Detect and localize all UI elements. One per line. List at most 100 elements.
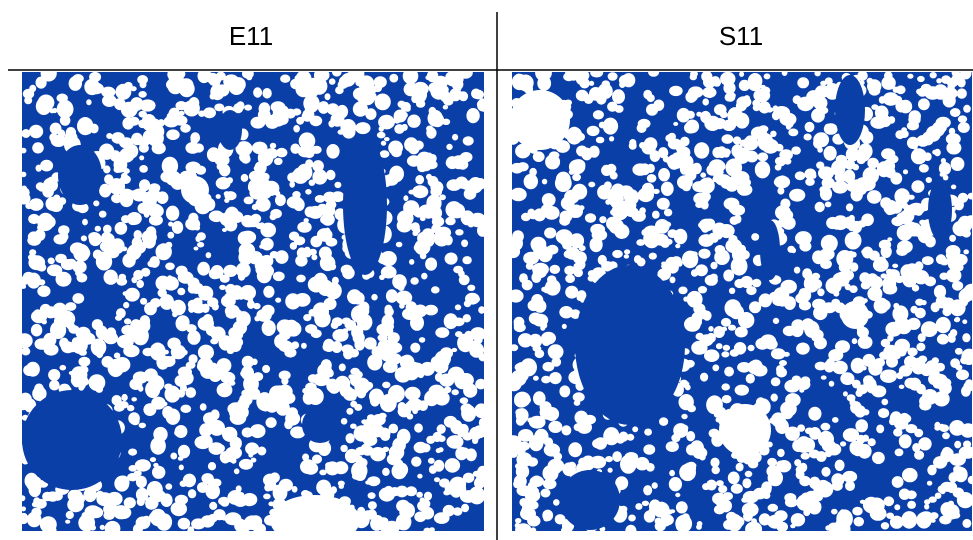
texture-shape [672,165,678,170]
texture-shape [625,525,636,537]
texture-shape [139,144,149,153]
texture-shape [304,218,309,223]
texture-shape [428,83,437,93]
texture-shape [955,348,963,355]
texture-shape [691,269,698,277]
texture-shape [397,210,414,226]
texture-shape [936,78,942,83]
texture-shape [675,244,680,249]
texture-shape [744,95,750,102]
texture-shape [724,198,740,210]
texture-shape [190,132,200,143]
texture-shape [771,394,778,402]
texture-shape [675,493,680,497]
texture-shape [432,197,441,207]
texture-shape [69,371,74,375]
texture-shape [752,365,767,377]
texture-shape [917,76,925,82]
texture-shape [332,277,339,285]
texture-shape [225,207,239,223]
texture-shape [421,273,427,280]
texture-shape [568,442,582,457]
texture-shape [599,122,606,129]
texture-shape [44,306,58,318]
texture-shape [275,191,281,197]
texture-shape [461,180,473,190]
texture-shape [241,174,249,182]
texture-shape [295,81,312,98]
texture-shape [776,461,785,469]
texture-shape [389,270,396,278]
texture-shape [632,426,638,432]
texture-shape [949,128,955,135]
texture-shape [769,418,775,424]
texture-shape [122,253,135,267]
texture-shape [691,341,707,355]
texture-shape [305,383,317,393]
texture-shape [590,68,603,78]
texture-shape [664,209,672,217]
texture-shape [871,104,878,110]
texture-shape [673,423,688,438]
texture-shape [249,186,265,200]
texture-shape [669,86,683,96]
texture-shape [136,476,147,488]
texture-shape [343,135,387,275]
texture-shape [936,254,946,264]
texture-shape [179,111,185,116]
texture-shape [129,117,139,126]
texture-shape [682,513,690,522]
texture-shape [953,488,964,498]
texture-shape [515,518,521,523]
texture-shape [686,111,695,119]
texture-shape [825,202,832,208]
texture-shape [384,347,396,359]
texture-shape [712,364,719,371]
texture-shape [842,471,857,483]
texture-shape [510,188,527,202]
texture-shape [549,151,559,159]
texture-shape [144,302,157,315]
texture-shape [835,340,850,353]
texture-shape [773,105,779,112]
texture-shape [881,245,892,258]
texture-shape [553,467,560,474]
texture-shape [86,99,91,105]
texture-shape [414,423,423,432]
texture-shape [715,245,726,254]
texture-shape [466,108,479,123]
texture-shape [315,195,325,203]
texture-shape [813,137,824,148]
texture-shape [533,376,539,381]
texture-shape [79,366,89,374]
texture-shape [234,468,240,474]
texture-shape [259,245,264,249]
texture-shape [280,75,290,83]
texture-shape [180,384,187,392]
texture-shape [375,94,391,111]
texture-shape [785,498,798,508]
texture-shape [384,305,392,314]
texture-shape [32,502,38,507]
texture-shape [706,480,717,491]
texture-shape [907,318,921,330]
texture-shape [529,168,537,176]
texture-shape [325,461,340,475]
texture-shape [708,404,715,411]
texture-shape [515,74,521,80]
texture-shape [42,186,54,198]
texture-shape [816,480,830,493]
texture-shape [783,281,792,289]
texture-shape [82,219,88,226]
texture-shape [206,252,212,258]
texture-shape [346,433,355,443]
texture-shape [728,325,736,331]
texture-shape [869,86,881,95]
texture-shape [686,360,695,368]
texture-shape [238,231,252,245]
texture-shape [736,463,744,472]
texture-shape [37,267,42,271]
texture-shape [812,335,819,341]
texture-shape [584,94,594,104]
texture-shape [172,221,183,234]
